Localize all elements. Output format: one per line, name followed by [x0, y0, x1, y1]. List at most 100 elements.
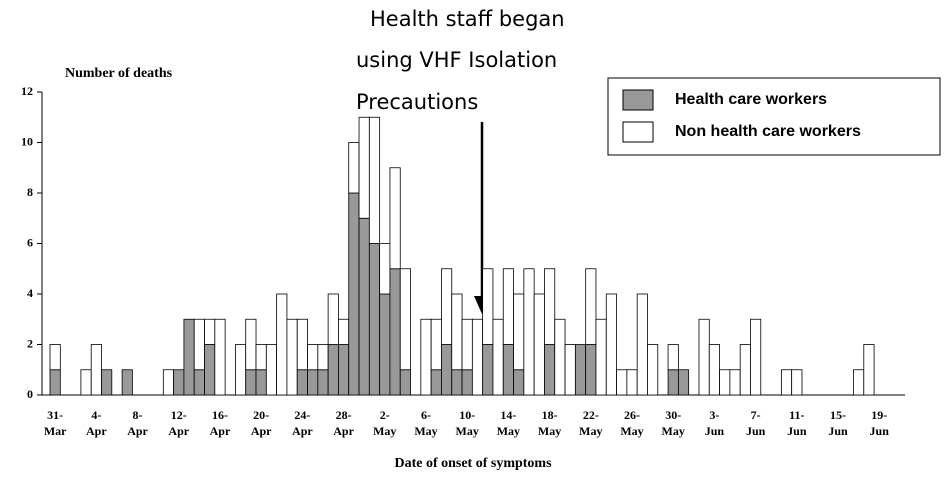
legend-swatch — [622, 89, 654, 111]
bar-segment — [286, 318, 298, 396]
bar-segment — [574, 344, 587, 396]
bar-segment — [358, 217, 370, 396]
bar-segment — [441, 344, 453, 396]
legend-label: Health care workers — [675, 91, 827, 108]
bar-segment — [430, 369, 442, 396]
bar-segment — [162, 369, 175, 396]
y-tick-label: 6 — [27, 235, 33, 249]
bar-segment — [389, 268, 401, 396]
bar-segment — [698, 318, 710, 396]
bar-segment — [451, 293, 463, 371]
bar-segment — [441, 268, 453, 345]
x-tick-label: 2- May — [373, 408, 397, 438]
x-tick-label: 26- May — [620, 408, 644, 438]
x-tick-label: 6- May — [414, 408, 438, 438]
x-tick-label: 12- Apr — [168, 408, 190, 438]
bar-segment — [399, 369, 411, 396]
bar-segment — [235, 344, 247, 396]
bar-segment — [368, 243, 381, 396]
bar-segment — [296, 369, 308, 396]
bar-segment — [379, 243, 391, 295]
bar-segment — [677, 369, 690, 396]
bar-segment — [523, 268, 535, 396]
bar-segment — [317, 369, 329, 396]
bar-segment — [513, 293, 525, 371]
bar-segment — [327, 293, 339, 345]
x-tick-label: 16- Apr — [209, 408, 231, 438]
y-tick-label: 0 — [27, 387, 33, 401]
legend-label: Non health care workers — [675, 123, 861, 140]
bar-segment — [265, 344, 278, 396]
bar-segment — [461, 318, 473, 371]
bar-segment — [399, 268, 411, 371]
bar-segment — [605, 293, 617, 396]
bar-segment — [616, 369, 628, 396]
bar-segment — [595, 318, 607, 396]
x-axis-label: Date of onset of symptoms — [394, 456, 552, 471]
annotation: Health staff began — [370, 7, 565, 31]
bar-segment — [863, 344, 875, 396]
x-tick-label: 31- Mar — [43, 408, 67, 438]
x-tick-label: 7- Jun — [745, 408, 766, 438]
bar-segment — [80, 369, 92, 396]
bar-segment — [544, 344, 556, 396]
y-tick-label: 12 — [21, 84, 33, 98]
bar-segment — [307, 344, 319, 371]
bar-segment — [49, 369, 61, 396]
bar-segment — [307, 369, 319, 396]
bar-segment — [554, 318, 566, 396]
bar-segment — [853, 369, 865, 396]
bar-segment — [173, 369, 185, 396]
bar-segment — [255, 369, 267, 396]
bar-segment — [389, 167, 401, 270]
x-tick-label: 18- May — [537, 408, 562, 438]
bar-segment — [121, 369, 133, 396]
bar-segment — [317, 344, 329, 371]
bar-segment — [193, 369, 205, 396]
bar-segment — [533, 293, 545, 396]
bar-segment — [348, 192, 360, 396]
y-tick-label: 10 — [21, 134, 33, 148]
bar-segment — [502, 344, 514, 396]
bar-segment — [729, 369, 741, 396]
bar-segment — [502, 268, 514, 345]
x-tick-label: 28- Apr — [333, 408, 354, 438]
bar-segment — [780, 369, 793, 396]
x-tick-label: 8- Apr — [127, 408, 148, 438]
x-tick-label: 19- Jun — [869, 408, 889, 438]
x-tick-label: 10- May — [455, 408, 479, 438]
bar-segment — [719, 369, 731, 396]
bar-segment — [358, 116, 370, 219]
bar-segment — [647, 344, 659, 396]
bar-segment — [482, 344, 494, 396]
x-tick-label: 3- Jun — [704, 408, 725, 438]
bar-segment — [49, 344, 61, 371]
bar-segment — [430, 318, 442, 371]
bar-segment — [90, 344, 102, 396]
y-tick-label: 2 — [27, 336, 33, 350]
chart-title: Number of deaths — [65, 66, 173, 81]
x-tick-label: 30- May — [661, 408, 685, 438]
bar-segment — [276, 293, 288, 396]
x-tick-label: 4- Apr — [86, 408, 107, 438]
bar-segment — [708, 344, 720, 396]
bar-segment — [193, 318, 205, 371]
x-tick-label: 11- Jun — [787, 408, 807, 438]
x-tick-label: 24- Apr — [292, 408, 313, 438]
bar-segment — [183, 318, 195, 396]
y-tick-label: 8 — [27, 185, 33, 199]
legend-box — [607, 77, 941, 156]
bar-segment — [544, 268, 556, 345]
bar-segment — [451, 369, 463, 396]
bar-segment — [791, 369, 803, 396]
bar-segment — [739, 344, 751, 396]
bar-segment — [471, 318, 484, 396]
x-tick-label: 22- May — [579, 408, 603, 438]
x-tick-label: 15- Jun — [828, 408, 848, 438]
bar-segment — [255, 344, 267, 371]
annotation: using VHF Isolation — [356, 48, 557, 72]
bar-segment — [338, 318, 350, 345]
bar-segment — [636, 293, 648, 396]
bar-segment — [368, 116, 381, 244]
